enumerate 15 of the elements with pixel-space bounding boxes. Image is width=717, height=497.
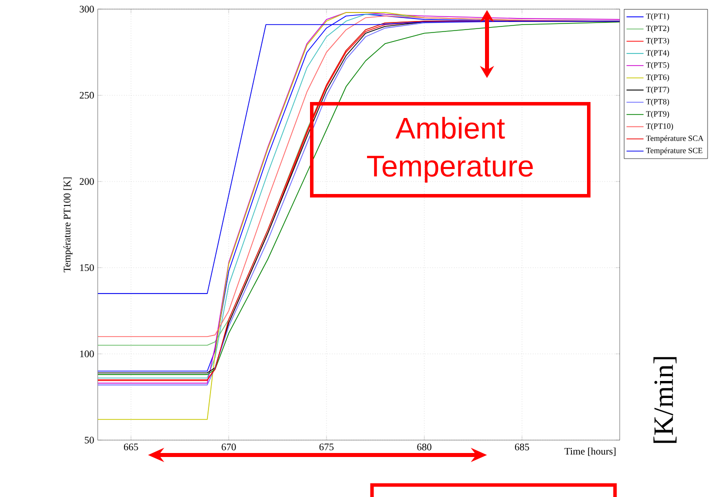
y-tick-label: 150 xyxy=(80,264,94,272)
annotation: Ambient Temperature xyxy=(367,116,533,183)
y-tick-label: 50 xyxy=(84,436,94,444)
x-tick-label: 670 xyxy=(222,444,236,450)
x-tick-label: 680 xyxy=(417,444,432,450)
y-axis-title: Température PT100 [K] xyxy=(63,178,72,272)
x-axis-title: Time [hours] xyxy=(564,448,616,456)
x-tick-label: 685 xyxy=(514,444,530,450)
text: [K/min] xyxy=(653,357,677,443)
y-tick-label: 300 xyxy=(80,6,94,12)
y-tick-label: 100 xyxy=(80,350,94,358)
y-tick-label: 250 xyxy=(80,92,94,99)
x-tick-label: 675 xyxy=(319,444,334,450)
y-tick-label: 200 xyxy=(80,178,94,185)
x-tick-label: 665 xyxy=(124,444,138,450)
